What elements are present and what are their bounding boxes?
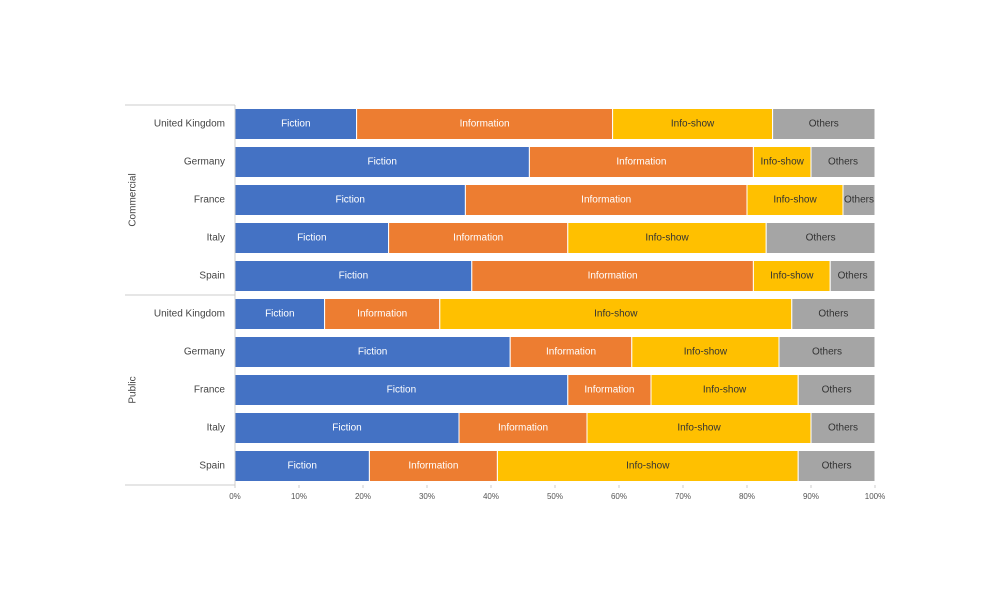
segment-label: Info-show (761, 157, 805, 168)
segment-label: Information (584, 385, 634, 396)
x-tick-label: 70% (675, 492, 691, 501)
segment-label: Others (806, 233, 836, 244)
bar-segment (752, 260, 831, 292)
bar-segment (388, 222, 569, 254)
bar-segment (234, 412, 460, 444)
x-tick-label: 90% (803, 492, 819, 501)
x-tick-label: 40% (483, 492, 499, 501)
category-label: Germany (184, 347, 225, 358)
segment-label: Info-show (671, 119, 715, 130)
bar-segment (496, 450, 799, 482)
bar-segment (810, 146, 876, 178)
segment-label: Fiction (339, 271, 368, 282)
x-tick-label: 50% (547, 492, 563, 501)
x-tick-label: 60% (611, 492, 627, 501)
bar-segment (842, 184, 876, 216)
bar-segment (612, 108, 774, 140)
segment-label: Info-show (703, 385, 747, 396)
segment-label: Information (498, 423, 548, 434)
segment-label: Fiction (265, 309, 294, 320)
category-label: Italy (207, 233, 225, 244)
bar-segment (368, 450, 498, 482)
segment-label: Others (812, 347, 842, 358)
segment-label: Info-show (594, 309, 638, 320)
bar-segment (631, 336, 780, 368)
segment-label: Fiction (332, 423, 361, 434)
bar-segment (746, 184, 844, 216)
segment-label: Info-show (626, 461, 670, 472)
segment-label: Fiction (297, 233, 326, 244)
segment-label: Info-show (677, 423, 721, 434)
x-tick-label: 10% (291, 492, 307, 501)
bar-segment (567, 222, 767, 254)
segment-label: Information (616, 157, 666, 168)
category-label: United Kingdom (154, 309, 225, 320)
segment-label: Fiction (287, 461, 316, 472)
segment-label: Info-show (684, 347, 728, 358)
segment-label: Information (581, 195, 631, 206)
bar-segment (464, 184, 748, 216)
x-tick-label: 30% (419, 492, 435, 501)
segment-label: Information (460, 119, 510, 130)
segment-label: Fiction (281, 119, 310, 130)
segment-label: Information (357, 309, 407, 320)
bar-segment (765, 222, 876, 254)
x-tick-label: 80% (739, 492, 755, 501)
category-label: Italy (207, 423, 225, 434)
segment-label: Information (588, 271, 638, 282)
segment-label: Info-show (770, 271, 814, 282)
bar-segment (567, 374, 652, 406)
bar-segment (791, 298, 876, 330)
category-label: France (194, 195, 226, 206)
bar-segment (528, 146, 754, 178)
segment-label: Information (546, 347, 596, 358)
segment-label: Others (828, 423, 858, 434)
bar-segment (772, 108, 876, 140)
segment-label: Others (844, 195, 874, 206)
segment-label: Others (822, 385, 852, 396)
bar-segment (797, 450, 876, 482)
segment-label: Others (828, 157, 858, 168)
segment-label: Information (408, 461, 458, 472)
segment-label: Information (453, 233, 503, 244)
segment-label: Others (809, 119, 839, 130)
segment-label: Info-show (773, 195, 817, 206)
segment-label: Others (818, 309, 848, 320)
segment-label: Fiction (335, 195, 364, 206)
segment-label: Fiction (387, 385, 416, 396)
bar-segment (509, 336, 633, 368)
bar-segment (586, 412, 812, 444)
segment-label: Fiction (358, 347, 387, 358)
bar-segment (778, 336, 876, 368)
group-label: Public (128, 376, 139, 403)
bar-segment (650, 374, 799, 406)
bar-segment (234, 260, 473, 292)
x-tick-label: 0% (229, 492, 241, 501)
x-tick-label: 100% (865, 492, 885, 501)
bar-segment (324, 298, 441, 330)
segment-label: Others (822, 461, 852, 472)
group-label: Commercial (128, 173, 139, 226)
bar-segment (810, 412, 876, 444)
x-tick-label: 20% (355, 492, 371, 501)
bar-segment (471, 260, 754, 292)
bar-segment (797, 374, 876, 406)
bar-segment (439, 298, 793, 330)
category-label: United Kingdom (154, 119, 225, 130)
bar-segment (356, 108, 614, 140)
category-label: Germany (184, 157, 225, 168)
segment-label: Info-show (645, 233, 689, 244)
bar-segment (829, 260, 876, 292)
segment-label: Others (838, 271, 868, 282)
category-label: Spain (199, 461, 225, 472)
category-label: France (194, 385, 226, 396)
segment-label: Fiction (367, 157, 396, 168)
category-label: Spain (199, 271, 225, 282)
